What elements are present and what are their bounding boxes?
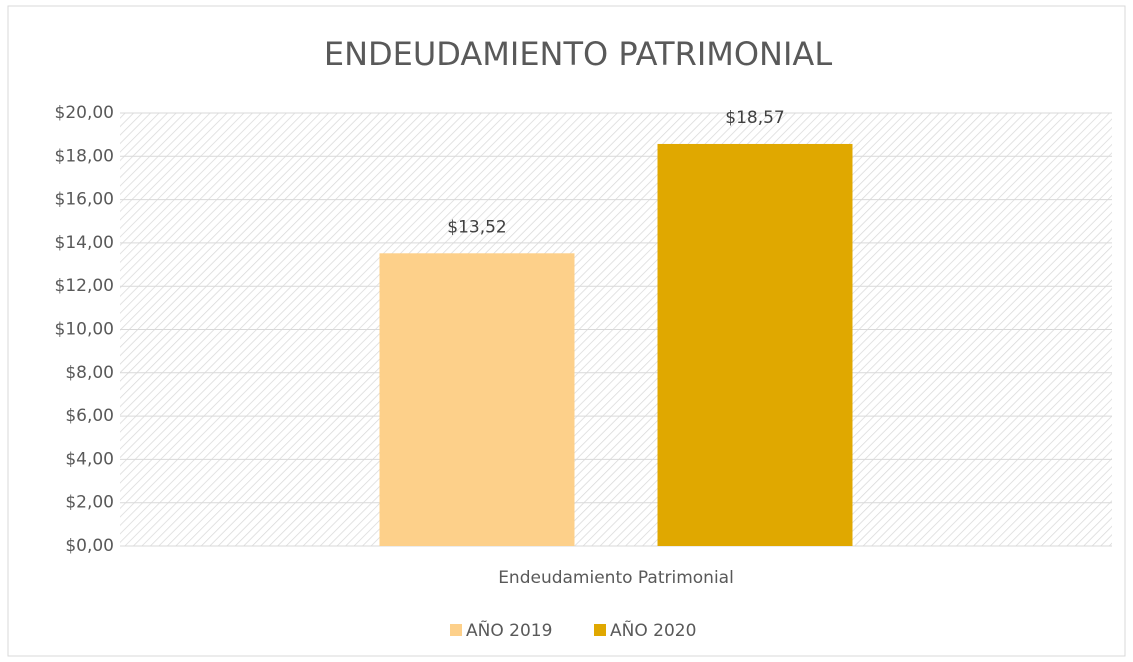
y-tick-label: $18,00 xyxy=(55,146,114,166)
y-tick-label: $2,00 xyxy=(65,493,114,513)
y-tick-label: $10,00 xyxy=(55,320,114,340)
data-label: $18,57 xyxy=(725,108,784,128)
bar xyxy=(379,253,575,547)
y-tick-label: $8,00 xyxy=(65,363,114,383)
y-tick-label: $14,00 xyxy=(55,233,114,253)
legend-label: AÑO 2019 xyxy=(466,619,552,641)
data-label: $13,52 xyxy=(447,217,506,237)
y-tick-label: $20,00 xyxy=(55,103,114,123)
y-tick-label: $6,00 xyxy=(65,406,114,426)
x-tick-label: Endeudamiento Patrimonial xyxy=(498,568,734,588)
legend-swatch xyxy=(594,624,606,636)
chart-title: ENDEUDAMIENTO PATRIMONIAL xyxy=(324,35,832,73)
legend-label: AÑO 2020 xyxy=(610,619,696,641)
y-tick-label: $16,00 xyxy=(55,190,114,210)
legend-swatch xyxy=(450,624,462,636)
bar xyxy=(657,143,853,546)
y-tick-label: $4,00 xyxy=(65,449,114,469)
y-tick-label: $12,00 xyxy=(55,276,114,296)
y-tick-label: $0,00 xyxy=(65,536,114,556)
